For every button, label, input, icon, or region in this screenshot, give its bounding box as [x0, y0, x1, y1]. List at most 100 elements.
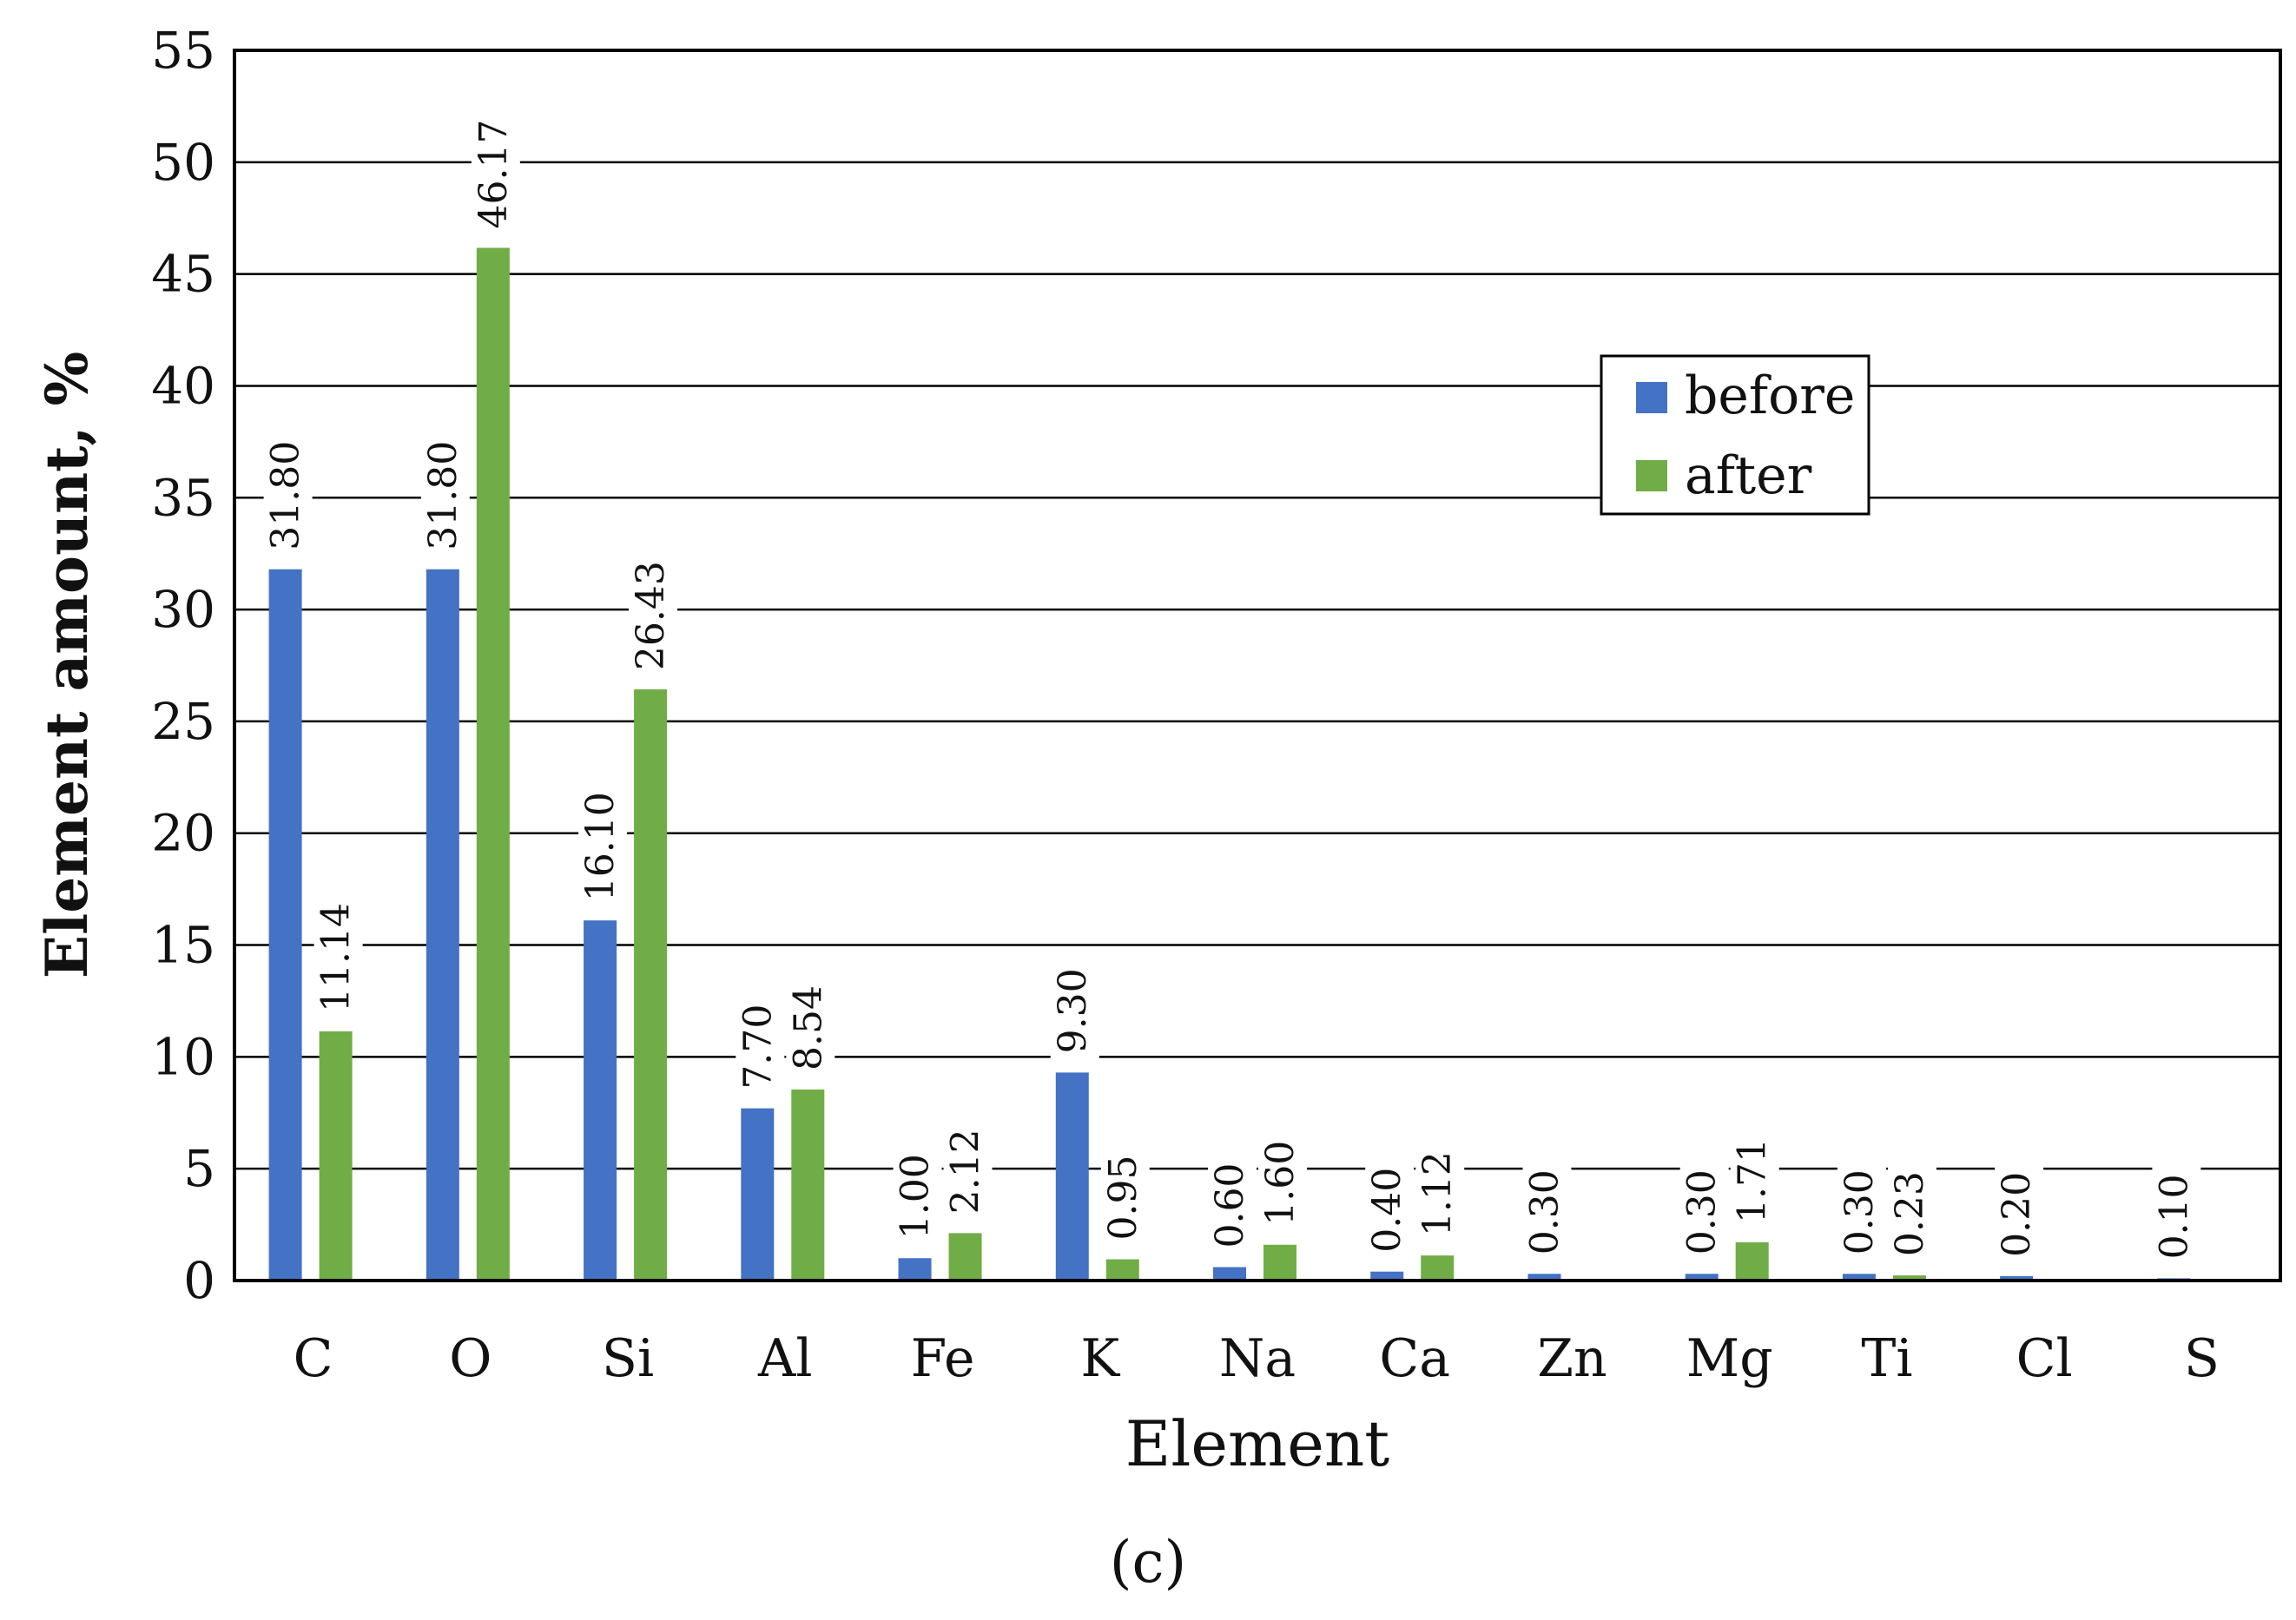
- x-category-label: S: [2184, 1328, 2220, 1389]
- y-tick-label: 0: [183, 1251, 215, 1310]
- data-label-after: 1.12: [1415, 1151, 1460, 1236]
- data-label-bg: [2152, 1158, 2201, 1267]
- y-tick-label: 50: [151, 133, 215, 192]
- data-label-before: 7.70: [736, 1004, 780, 1090]
- x-category-label: O: [449, 1328, 492, 1389]
- bar-after: [1263, 1244, 1296, 1281]
- data-label-bg: [1837, 1154, 1886, 1262]
- legend-label-before: before: [1685, 365, 1855, 426]
- y-tick-label: 15: [151, 916, 215, 975]
- x-category-label: Na: [1219, 1328, 1296, 1389]
- x-category-label: Fe: [911, 1328, 975, 1389]
- y-tick-label: 45: [151, 245, 215, 304]
- data-label-after: 1.60: [1258, 1141, 1303, 1226]
- x-category-label: K: [1080, 1328, 1120, 1389]
- y-tick-label: 10: [151, 1027, 215, 1086]
- y-tick-label: 40: [151, 356, 215, 415]
- x-category-label: Cl: [2016, 1328, 2073, 1389]
- bar-after: [791, 1089, 825, 1281]
- y-axis-ticks: 0 5 10 15 20 25 30 35 40 45 50 55: [151, 21, 215, 1310]
- data-label-before: 0.40: [1365, 1168, 1409, 1253]
- x-axis-title: Element: [1125, 1407, 1389, 1480]
- data-label-after: 8.54: [786, 985, 830, 1070]
- data-label-bg: [736, 988, 785, 1096]
- data-label-bg: [1679, 1154, 1729, 1262]
- data-label-before: 0.30: [1837, 1169, 1882, 1255]
- bar-after: [1892, 1275, 1926, 1281]
- bar-after: [1105, 1259, 1139, 1281]
- data-label-before: 0.10: [2152, 1174, 2196, 1259]
- bar-before: [1842, 1274, 1876, 1281]
- bar-before: [1685, 1274, 1719, 1281]
- data-label-after: 1.71: [1731, 1138, 1775, 1223]
- data-label-after: 0.95: [1101, 1156, 1145, 1241]
- data-label-bg: [263, 425, 313, 557]
- plot-area-frame: [233, 49, 2282, 1282]
- data-label-bg: [1522, 1154, 1572, 1262]
- y-tick-label: 20: [151, 804, 215, 863]
- data-label-bg: [1208, 1147, 1257, 1255]
- y-tick-label: 25: [151, 692, 215, 751]
- data-label-before: 31.80: [421, 441, 465, 550]
- figure-caption: (c): [1110, 1529, 1186, 1596]
- data-label-bg: [1050, 952, 1099, 1061]
- x-category-label: Ca: [1379, 1328, 1450, 1389]
- x-category-label: Al: [757, 1328, 813, 1389]
- legend: before after: [1600, 354, 1870, 516]
- x-axis-categories: C O Si Al Fe K Na Ca Zn Mg Ti Cl S: [294, 1328, 2220, 1389]
- data-label-before: 9.30: [1051, 968, 1095, 1053]
- legend-swatch-after: [1636, 460, 1667, 491]
- legend-label-after: after: [1685, 445, 1812, 506]
- y-tick-label: 35: [151, 468, 215, 527]
- bar-before: [2000, 1275, 2034, 1281]
- data-label-after: 0.23: [1888, 1171, 1932, 1256]
- bar-before: [1370, 1271, 1404, 1281]
- data-label-after: 46.17: [472, 120, 516, 229]
- bar-after: [1421, 1255, 1455, 1281]
- bar-before: [584, 920, 617, 1281]
- data-label-bg: [420, 425, 470, 557]
- y-tick-label: 5: [183, 1139, 215, 1198]
- bar-before: [1213, 1267, 1246, 1281]
- data-label-bg: [1887, 1156, 1936, 1264]
- data-label-bg: [1995, 1156, 2044, 1264]
- data-label-bg: [1100, 1139, 1150, 1248]
- bar-after: [476, 247, 510, 1281]
- data-label-after: 2.12: [944, 1129, 988, 1214]
- bar-before: [1527, 1274, 1561, 1281]
- bar-after: [634, 689, 668, 1281]
- x-category-label: Ti: [1861, 1328, 1912, 1389]
- legend-swatch-before: [1636, 382, 1667, 413]
- gridlines: [234, 161, 2280, 1170]
- data-label-after: 26.43: [629, 561, 673, 670]
- bars: [268, 247, 2191, 1281]
- data-label-bg: [578, 777, 628, 909]
- data-label-bg: [786, 969, 835, 1077]
- bar-before: [426, 569, 459, 1281]
- y-axis-title: Element amount, %: [33, 352, 101, 978]
- bar-after: [948, 1233, 982, 1281]
- data-label-before: 0.30: [1680, 1169, 1725, 1255]
- x-category-label: Mg: [1686, 1328, 1773, 1389]
- x-category-label: Zn: [1537, 1328, 1607, 1389]
- bar-before: [1055, 1072, 1089, 1281]
- data-label-bg: [313, 887, 363, 1019]
- bar-before: [741, 1108, 775, 1281]
- data-label-bg: [893, 1138, 942, 1247]
- data-label-bg: [943, 1113, 993, 1222]
- data-label-bg: [629, 546, 678, 678]
- data-label-before: 0.60: [1208, 1163, 1252, 1248]
- data-labels: 31.80 11.14 31.80 46.17 16.10 26.43 7.70 8.54 1.…: [263, 104, 2201, 1267]
- data-label-bg: [1730, 1122, 1779, 1230]
- data-label-before: 1.00: [894, 1154, 938, 1239]
- bar-after: [319, 1031, 353, 1281]
- x-category-label: C: [294, 1328, 333, 1389]
- bar-before: [898, 1258, 932, 1281]
- x-category-label: Si: [602, 1328, 654, 1389]
- data-label-bg: [471, 104, 520, 236]
- data-label-before: 31.80: [264, 441, 308, 550]
- data-label-bg: [1258, 1124, 1307, 1233]
- data-label-before: 0.20: [1995, 1172, 2039, 1257]
- y-tick-label: 55: [151, 21, 215, 80]
